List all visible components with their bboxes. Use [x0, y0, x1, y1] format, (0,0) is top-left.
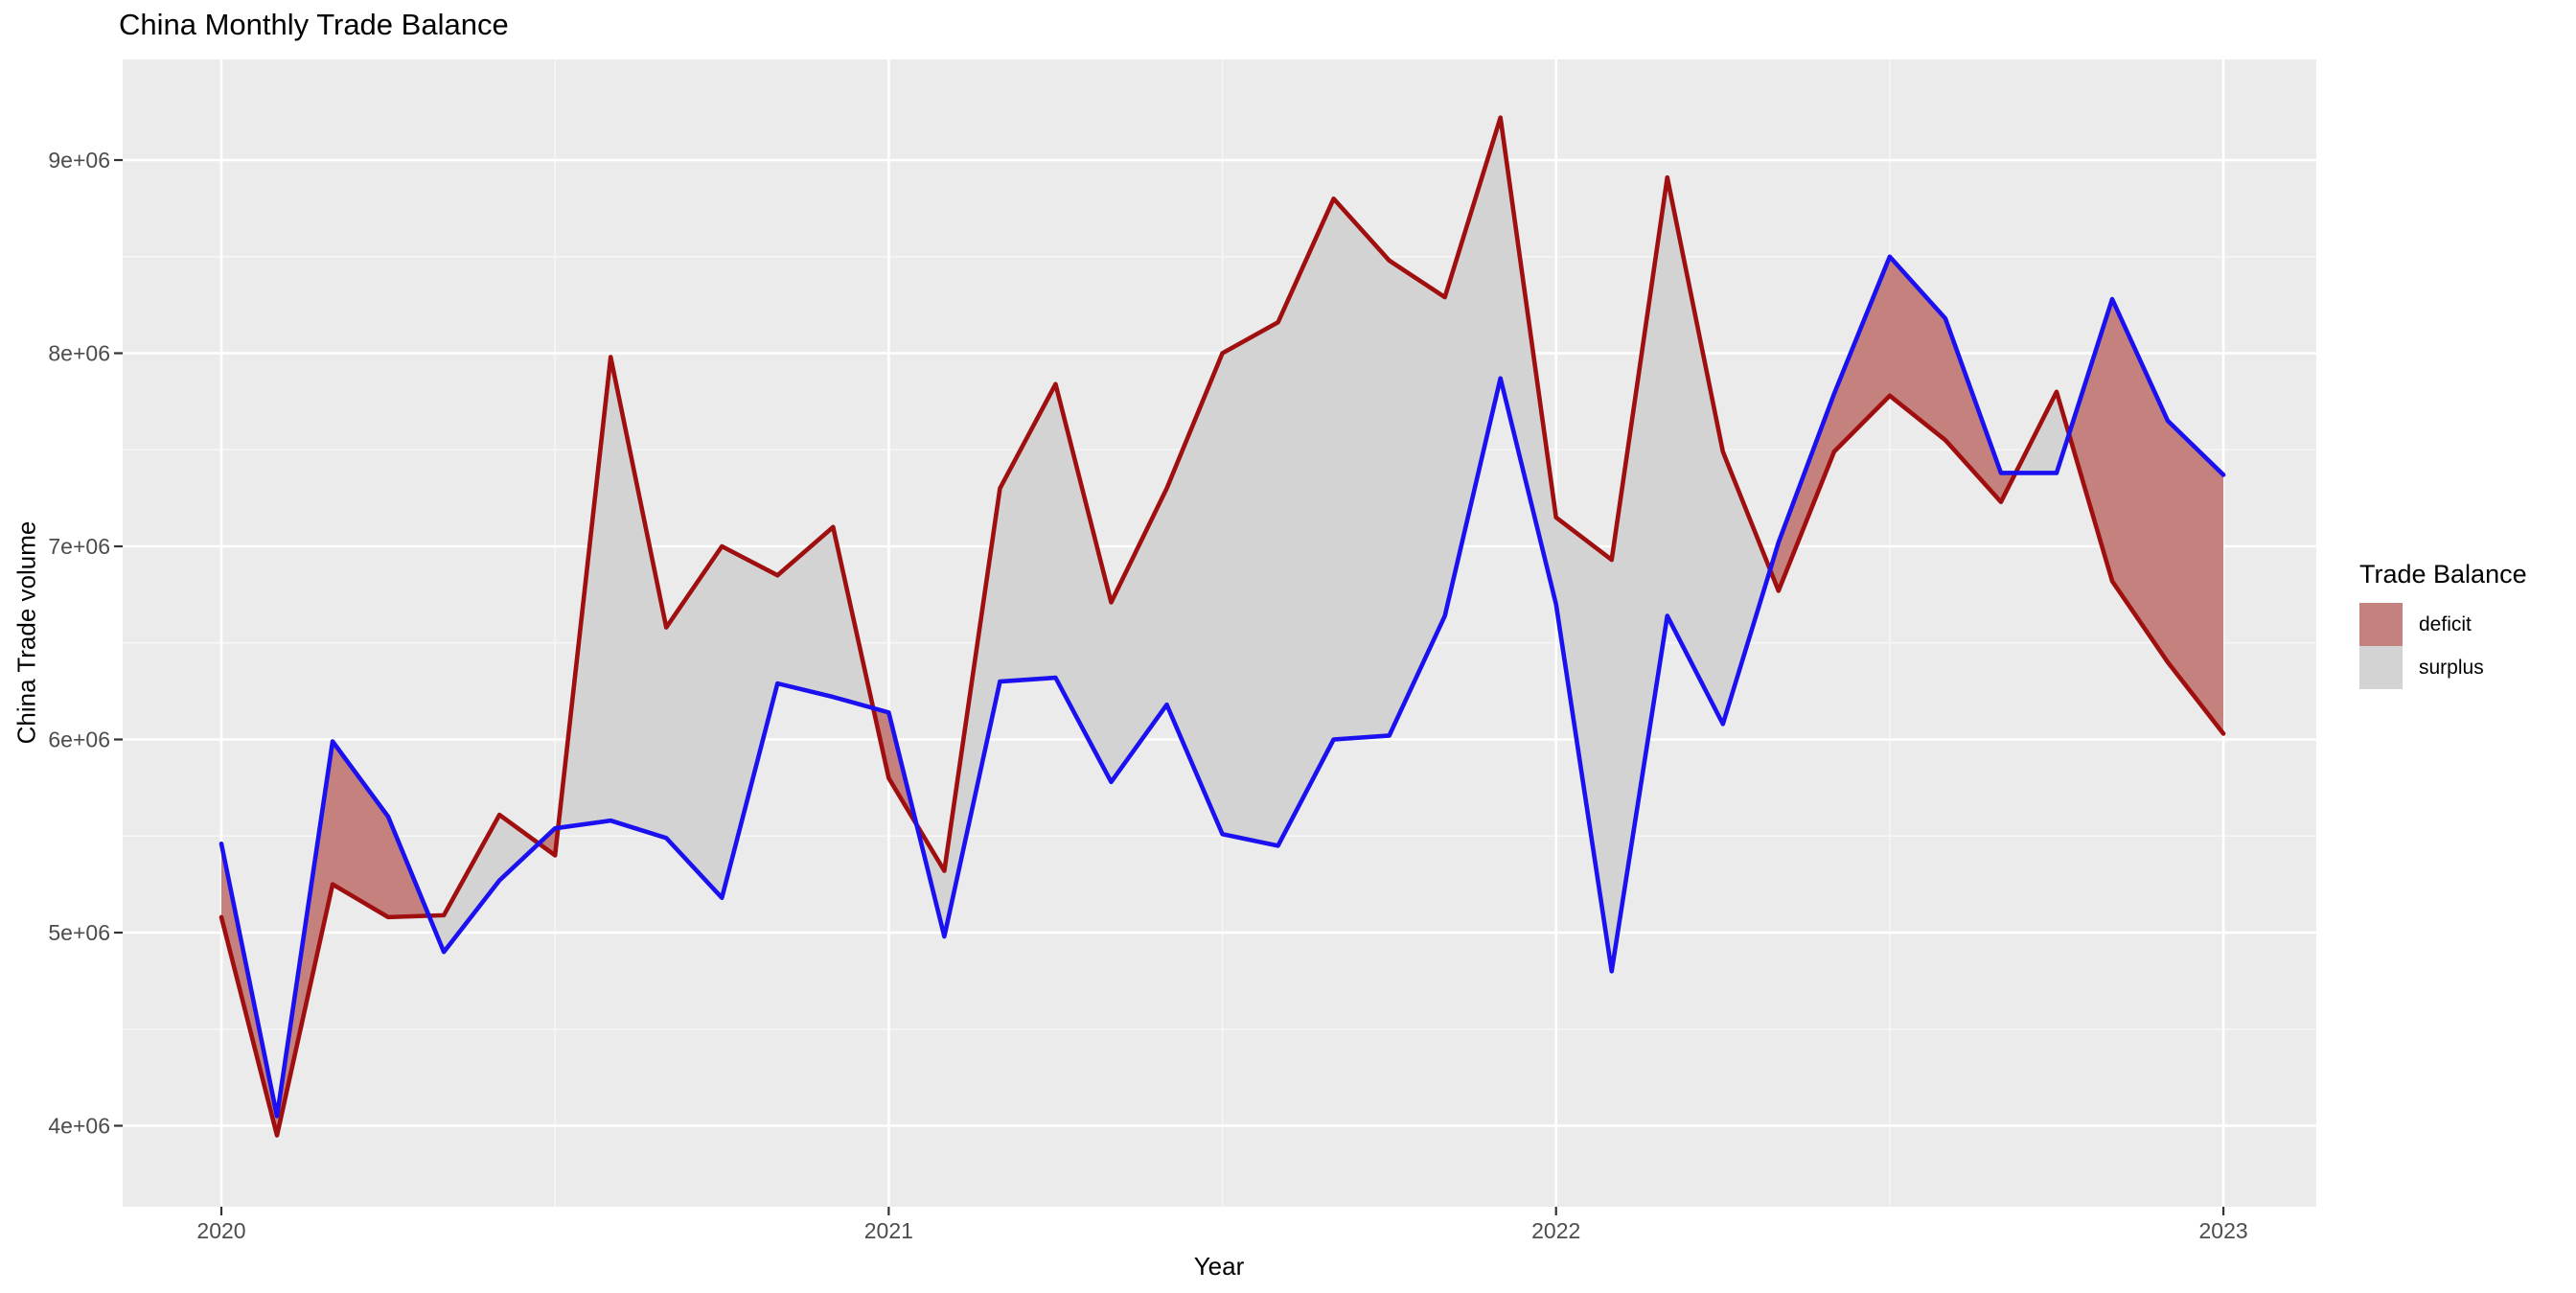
y-tick-label: 5e+06 [48, 920, 110, 945]
y-tick-label: 8e+06 [48, 341, 110, 366]
surplus-swatch [2359, 646, 2403, 689]
legend-label-surplus: surplus [2419, 656, 2484, 679]
y-axis-title: China Trade volume [12, 520, 41, 745]
y-tick-label: 7e+06 [48, 534, 110, 559]
surplus-ribbon [428, 117, 2069, 972]
y-tick-label: 9e+06 [48, 148, 110, 173]
deficit-swatch [2359, 603, 2403, 646]
x-tick-label: 2021 [864, 1218, 913, 1243]
x-axis-title: Year [1193, 1252, 1245, 1281]
legend: Trade Balance deficit surplus [2359, 560, 2527, 689]
y-tick-label: 6e+06 [48, 727, 110, 752]
legend-label-deficit: deficit [2419, 612, 2472, 635]
chart-title: China Monthly Trade Balance [119, 8, 509, 41]
legend-item-surplus: surplus [2359, 646, 2527, 689]
x-tick-label: 2023 [2198, 1218, 2247, 1243]
series-line-imports [218, 254, 2226, 1119]
series-line-exports [218, 115, 2226, 1138]
y-tick-label: 4e+06 [48, 1114, 110, 1139]
legend-item-deficit: deficit [2359, 603, 2527, 646]
x-tick-label: 2022 [1531, 1218, 1580, 1243]
legend-title: Trade Balance [2359, 560, 2527, 589]
x-tick-label: 2020 [196, 1218, 245, 1243]
